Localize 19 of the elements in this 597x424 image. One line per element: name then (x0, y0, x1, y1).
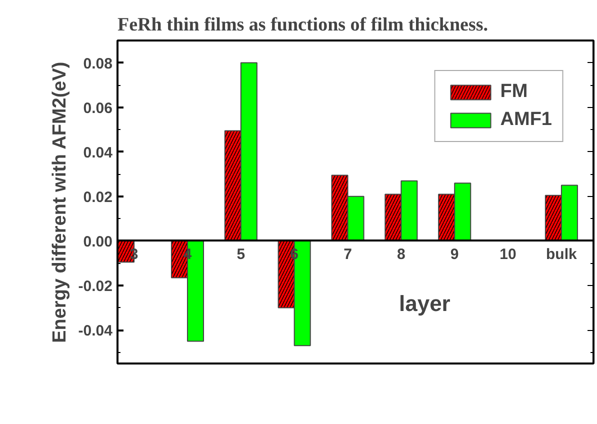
y-tick-label: -0.04 (78, 322, 114, 340)
x-tick-label: 8 (397, 246, 406, 263)
y-tick-label: 0.00 (83, 233, 113, 250)
x-tick-label: 5 (236, 246, 246, 263)
x-tick-label: 6 (290, 246, 299, 263)
x-tick-label: bulk (546, 246, 578, 263)
y-tick-label: 0.02 (83, 188, 113, 206)
y-tick-label: 0.08 (83, 55, 113, 72)
x-tick-label: 10 (500, 246, 516, 263)
legend-label: FM (500, 81, 528, 103)
y-tick-label: 0.06 (83, 100, 113, 117)
x-axis-title: layer (398, 290, 451, 316)
x-tick-label: 9 (450, 246, 459, 263)
legend-label: AMF1 (500, 109, 552, 131)
y-tick-label: -0.02 (78, 278, 113, 296)
y-tick-label: 0.04 (83, 144, 114, 162)
chart-title: FeRh thin films as functions of film thickness. (118, 14, 488, 36)
y-axis-title: Energy different with AFM2(eV) (49, 62, 70, 343)
x-tick-label: 7 (344, 246, 352, 263)
